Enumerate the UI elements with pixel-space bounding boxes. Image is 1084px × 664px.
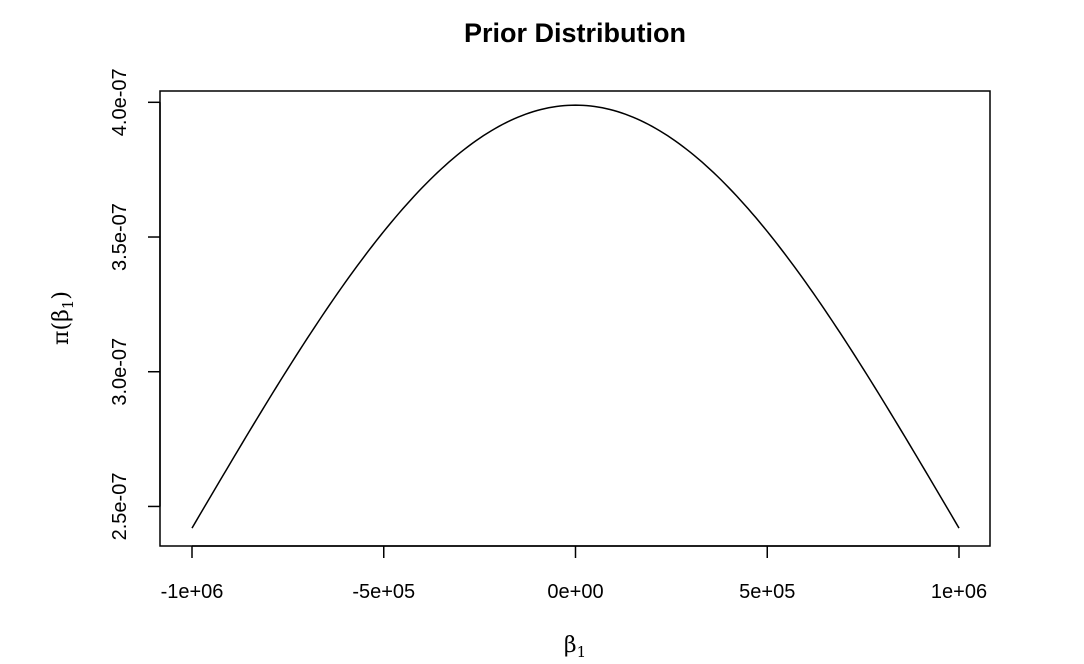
x-axis-label: β1 [564,633,586,661]
y-axis: 2.5e-07 3.0e-07 3.5e-07 4.0e-07 [109,68,161,541]
plot-area-frame [159,90,991,547]
x-axis-label-symbol: β [564,633,577,658]
y-tick-label: 3.5e-07 [109,203,131,271]
x-tick-label: -1e+06 [161,581,224,603]
y-axis-label: π(β1) [49,291,77,345]
y-axis-label-subscript: 1 [59,300,77,310]
x-tick-label: 1e+06 [931,581,987,603]
x-tick-label: 5e+05 [739,581,795,603]
x-axis-label-subscript: 1 [577,643,587,661]
y-tick-label: 2.5e-07 [109,473,131,541]
x-tick-label: 0e+00 [547,581,603,603]
y-tick-label: 4.0e-07 [109,68,131,136]
series-layer [191,104,960,529]
y-axis-label-suffix: ) [49,291,74,300]
x-tick-label: -5e+05 [352,581,415,603]
y-axis-label-prefix: π(β [49,309,74,345]
chart-title: Prior Distribution [464,18,686,48]
x-axis: -1e+06 -5e+05 0e+00 5e+05 1e+06 [161,545,987,603]
density-curve-line [191,104,960,529]
y-tick-label: 3.0e-07 [109,338,131,406]
